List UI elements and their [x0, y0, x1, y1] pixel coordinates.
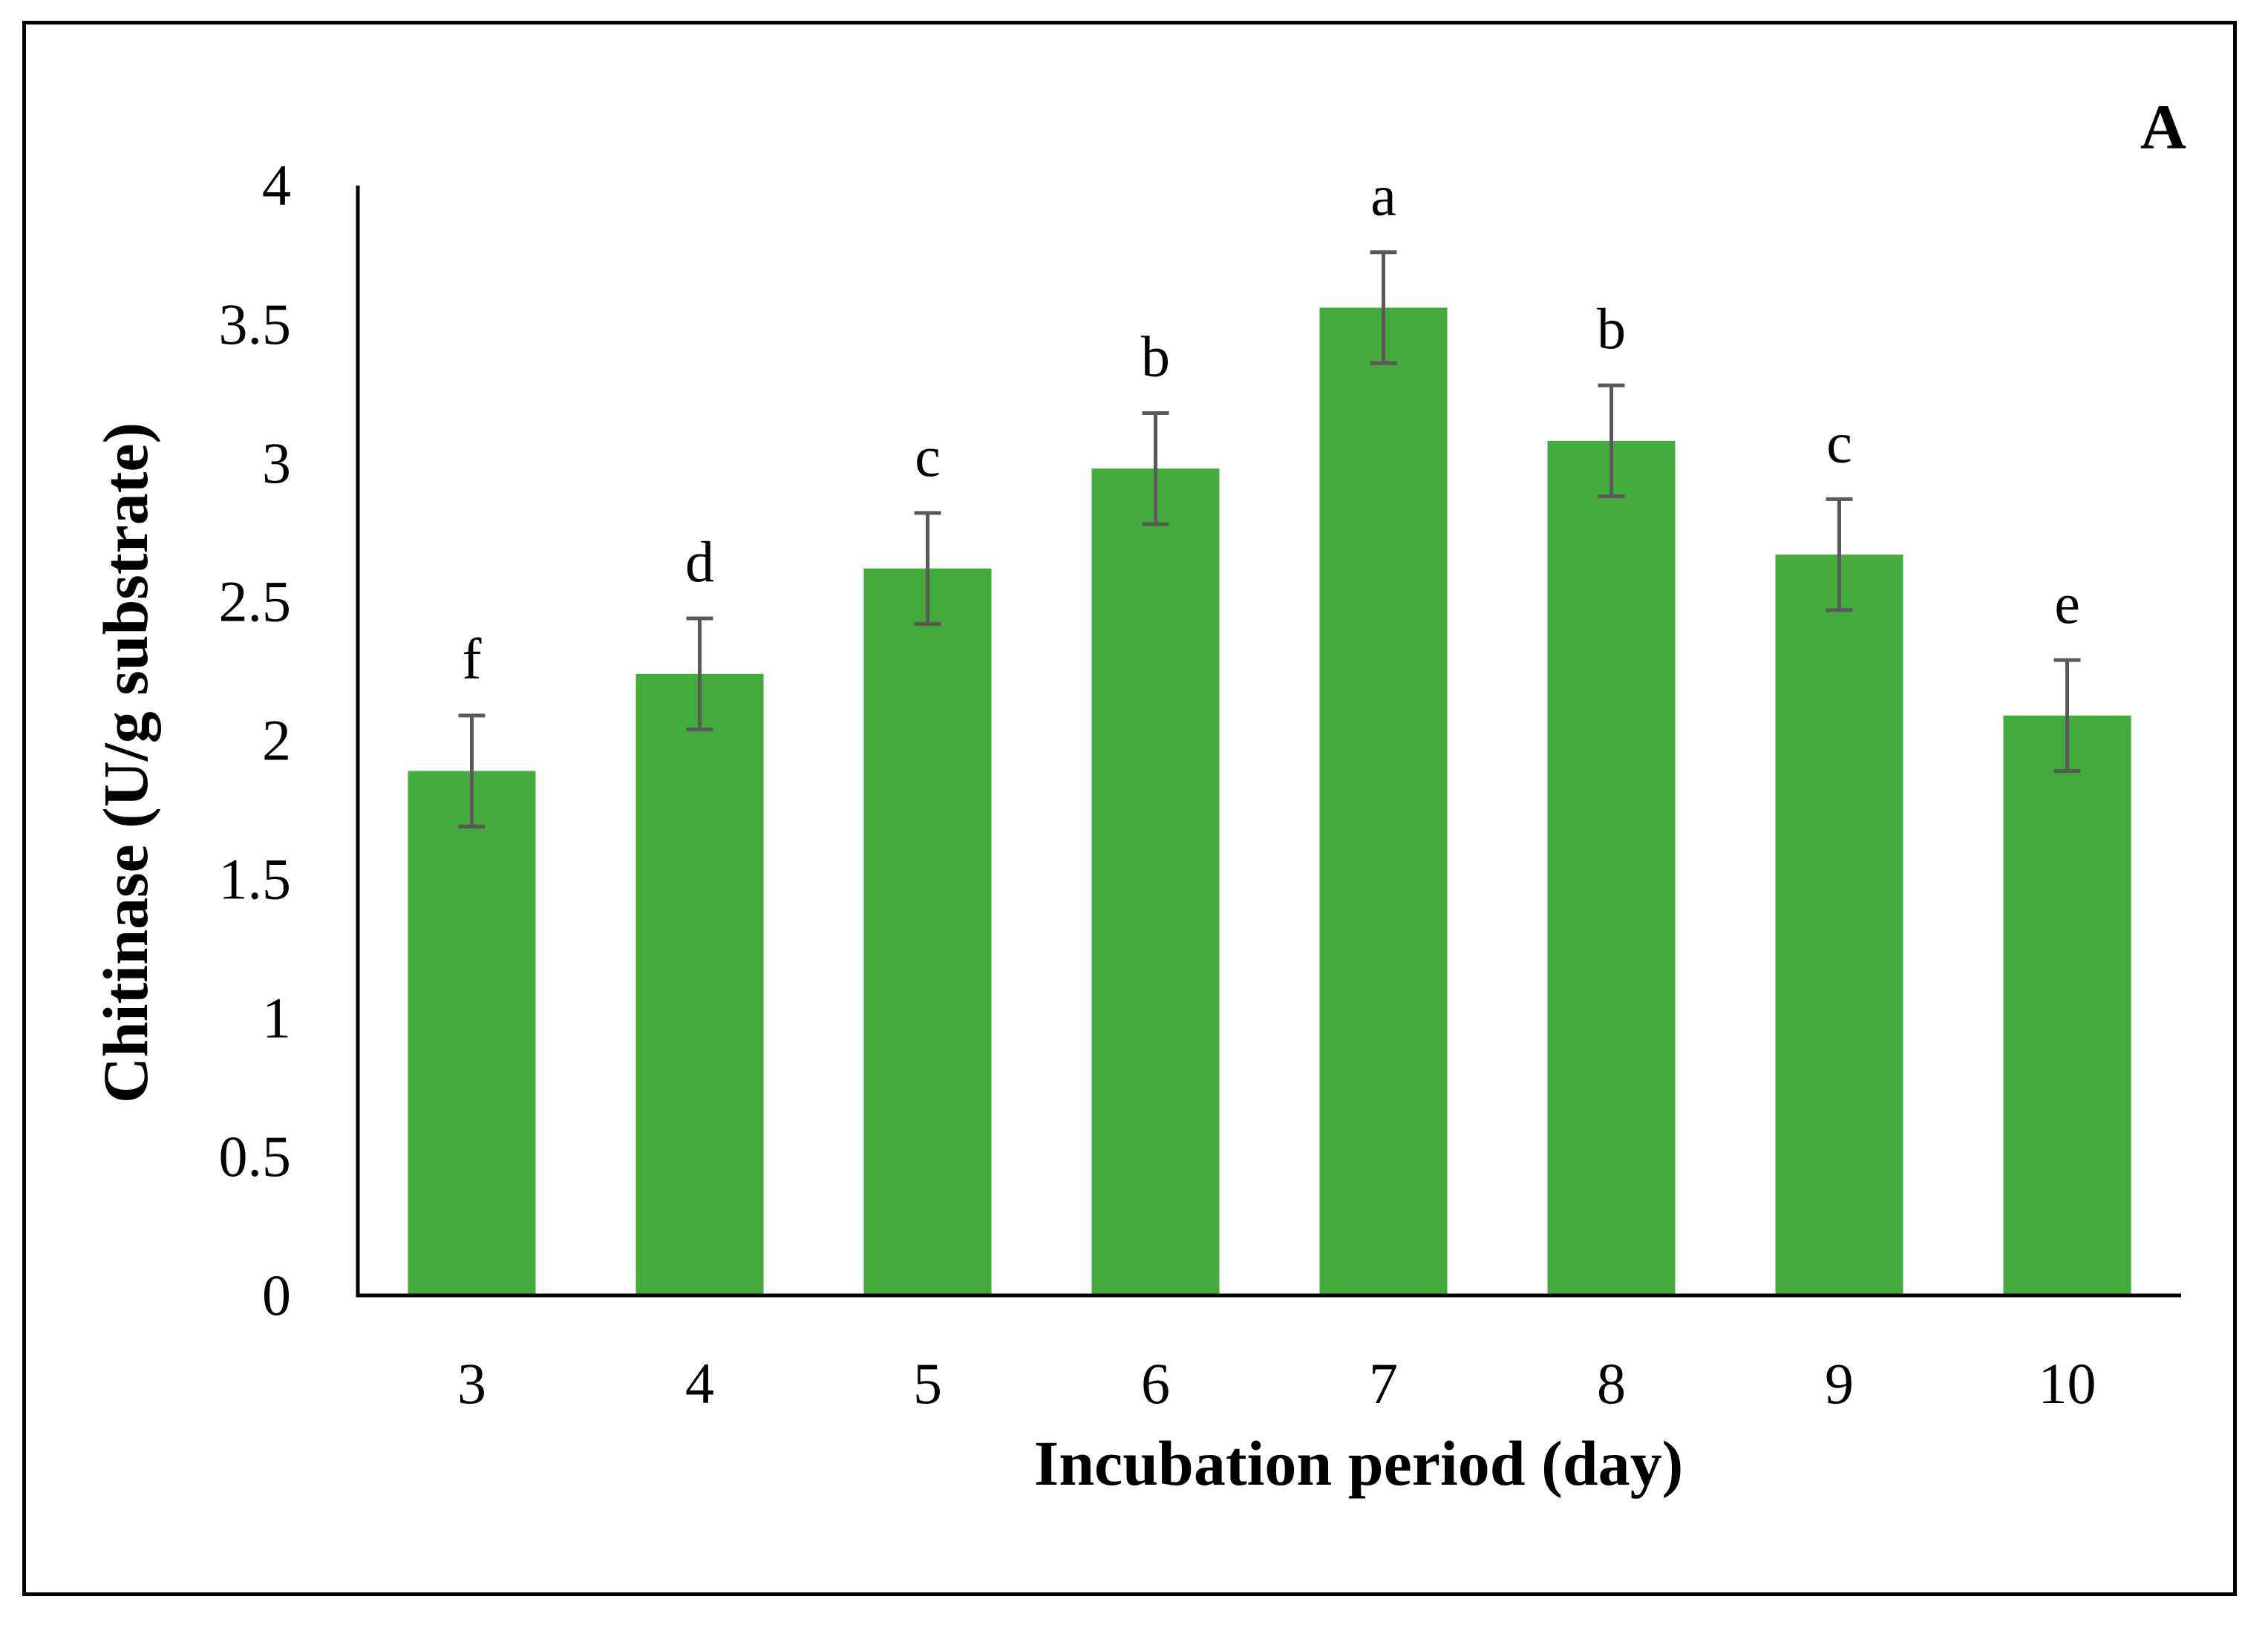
significance-letter: c — [915, 424, 941, 488]
significance-letter: d — [685, 529, 714, 594]
y-tick-label: 1.5 — [219, 846, 292, 911]
error-bar — [914, 511, 941, 627]
y-tick-label: 1 — [262, 985, 291, 1050]
panel-label: A — [2140, 91, 2186, 163]
x-axis-title: Incubation period (day) — [1034, 1428, 1684, 1499]
error-bar — [1826, 497, 1853, 612]
x-tick-label: 8 — [1597, 1351, 1626, 1416]
x-tick-labels: 3 4 5 6 7 8 9 10 — [457, 1351, 2097, 1416]
bar-day-9 — [1775, 555, 1903, 1295]
error-bar — [1598, 383, 1625, 499]
x-tick-label: 9 — [1825, 1351, 1854, 1416]
y-tick-label: 3 — [262, 431, 291, 495]
axes-layer — [356, 186, 2181, 1298]
error-bar — [1370, 250, 1397, 365]
significance-letter: b — [1141, 324, 1170, 388]
bar-day-10 — [2003, 715, 2131, 1295]
significance-letter: f — [463, 627, 482, 691]
significance-letter: e — [2054, 571, 2080, 635]
bar-day-4 — [635, 673, 764, 1295]
x-tick-label: 3 — [457, 1351, 486, 1416]
bar-day-8 — [1547, 440, 1676, 1295]
x-tick-label: 10 — [2039, 1351, 2097, 1416]
error-bar — [1142, 411, 1169, 526]
y-tick-label: 4 — [262, 153, 291, 218]
y-tick-label: 2 — [262, 708, 291, 773]
bar-day-5 — [863, 568, 992, 1295]
bar-day-7 — [1319, 307, 1448, 1296]
x-tick-label: 4 — [685, 1351, 714, 1416]
x-tick-label: 6 — [1141, 1351, 1170, 1416]
y-tick-label: 0 — [262, 1263, 291, 1327]
bar-day-6 — [1091, 468, 1220, 1295]
error-bars-layer — [458, 250, 2081, 828]
error-bar — [686, 616, 713, 732]
y-tick-label: 3.5 — [219, 292, 292, 356]
error-bar — [2053, 658, 2081, 774]
y-tick-labels: 0 0.5 1 1.5 2 2.5 3 3.5 4 — [219, 153, 292, 1327]
error-bar — [458, 713, 486, 828]
significance-letter: c — [1826, 410, 1852, 474]
significance-letter: b — [1597, 296, 1626, 361]
significance-letters: f d c b a b c e — [463, 163, 2080, 691]
y-axis-title: Chitinase (U/g substrate) — [90, 422, 161, 1103]
significance-letter: a — [1370, 163, 1396, 228]
chart-frame — [22, 21, 2237, 1596]
x-tick-label: 5 — [913, 1351, 942, 1416]
y-tick-label: 2.5 — [219, 569, 292, 634]
x-tick-label: 7 — [1369, 1351, 1398, 1416]
bar-day-3 — [408, 771, 536, 1295]
bars-layer — [408, 307, 2131, 1296]
y-tick-label: 0.5 — [219, 1124, 292, 1189]
